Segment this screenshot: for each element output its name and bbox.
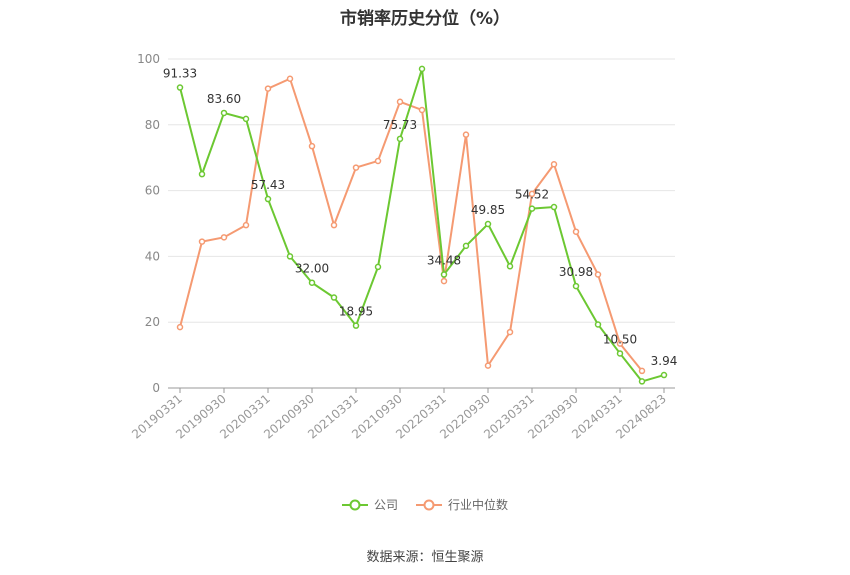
data-label: 91.33 — [163, 67, 197, 81]
data-label: 83.60 — [207, 92, 241, 106]
data-point — [330, 294, 338, 301]
data-point — [374, 157, 382, 165]
source-note: 数据来源：恒生聚源 — [366, 550, 484, 565]
data-labels: 91.33 83.60 57.43 32.00 18.95 75.73 34.48 49.85… — [163, 67, 678, 369]
data-label: 32.00 — [295, 262, 329, 276]
data-point — [616, 340, 624, 347]
data-point — [484, 220, 492, 228]
data-point — [330, 221, 338, 229]
legend: 公司 行业中位数 — [0, 496, 850, 513]
data-point — [176, 84, 184, 91]
data-point — [220, 234, 228, 241]
data-point — [550, 203, 558, 211]
data-label: 75.73 — [383, 118, 417, 132]
data-point — [242, 115, 250, 123]
data-point — [264, 85, 272, 92]
legend-industry-label: 行业中位数 — [448, 498, 509, 512]
line-chart: 0 20 40 60 80 100 201903312019093020200331202… — [129, 52, 678, 442]
series-layer — [176, 65, 668, 385]
grid — [168, 58, 675, 323]
data-point — [506, 328, 514, 336]
data-point — [198, 170, 206, 178]
legend-item-industry[interactable]: 行业中位数 — [416, 496, 508, 513]
data-point — [440, 277, 448, 285]
data-label: 10.50 — [603, 332, 637, 346]
data-point — [242, 221, 250, 229]
y-tick-label: 60 — [145, 184, 160, 198]
data-point — [308, 142, 316, 150]
data-label: 54.52 — [515, 188, 549, 202]
data-point — [484, 362, 492, 369]
data-label: 57.43 — [251, 178, 285, 192]
data-point — [462, 242, 470, 250]
y-tick-label: 100 — [137, 52, 160, 66]
y-tick-label: 80 — [145, 118, 160, 132]
y-tick-label: 0 — [152, 381, 160, 395]
data-point — [396, 135, 404, 143]
data-point — [572, 282, 580, 290]
data-point — [198, 238, 206, 245]
chart-title: 市销率历史分位（%） — [339, 9, 511, 29]
data-point — [594, 271, 602, 278]
data-point — [528, 190, 536, 198]
data-point — [506, 263, 514, 270]
legend-company-label: 公司 — [373, 498, 398, 512]
data-point — [220, 109, 228, 117]
data-label: 34.48 — [427, 254, 461, 268]
data-point — [374, 263, 382, 271]
data-label: 3.94 — [651, 354, 678, 368]
data-point — [352, 322, 360, 329]
y-tick-label: 40 — [145, 249, 160, 263]
data-point — [286, 253, 294, 260]
data-point — [616, 350, 624, 357]
data-point — [462, 131, 470, 138]
data-point — [286, 75, 294, 82]
data-point — [418, 106, 426, 114]
x-axis: 2019033120190930202003312020093020210331… — [129, 387, 675, 442]
data-point — [264, 195, 272, 203]
legend-company-icon — [341, 499, 368, 510]
y-axis: 0 20 40 60 80 100 — [137, 52, 160, 395]
data-label: 18.95 — [339, 305, 373, 319]
data-point — [660, 371, 668, 379]
data-point — [594, 321, 602, 328]
legend-item-company[interactable]: 公司 — [341, 496, 398, 513]
data-point — [638, 367, 646, 375]
data-point — [418, 65, 426, 73]
data-point — [638, 378, 646, 385]
data-point — [176, 323, 184, 331]
y-tick-label: 20 — [145, 315, 160, 329]
data-label: 49.85 — [471, 203, 505, 217]
data-point — [352, 164, 360, 171]
data-point — [440, 271, 448, 278]
data-label: 30.98 — [559, 265, 593, 279]
data-point — [528, 205, 536, 212]
data-point — [572, 228, 580, 235]
legend-industry-icon — [416, 499, 442, 510]
data-point — [396, 98, 404, 106]
data-point — [550, 161, 558, 168]
data-point — [308, 279, 316, 286]
